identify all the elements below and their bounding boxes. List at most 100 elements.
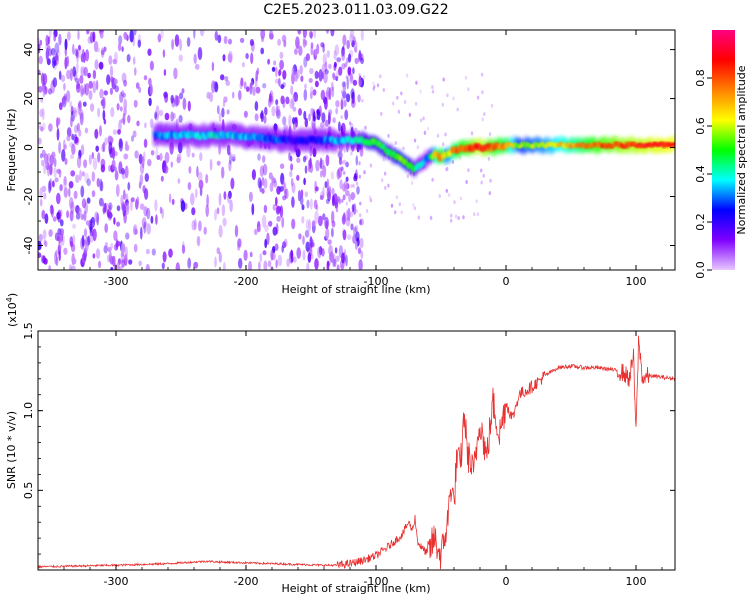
spectrogram-noise-speck (257, 153, 261, 161)
spectrogram-noise-speck (305, 53, 310, 62)
spectrogram-noise-speck (63, 187, 68, 198)
spectrogram-noise-speck (260, 110, 264, 123)
spectrogram-noise-speck (382, 88, 385, 92)
spectrogram-noise-speck (277, 254, 283, 267)
spectrogram-noise-speck (85, 220, 90, 226)
spectrogram-noise-speck (302, 156, 307, 163)
spectrogram-noise-speck (341, 252, 345, 264)
spectrogram-noise-speck (335, 255, 340, 262)
spectrogram-noise-speck (191, 207, 196, 216)
spectrogram-noise-speck (38, 43, 41, 51)
spectrogram-noise-speck (296, 247, 302, 259)
spectrogram-noise-speck (429, 215, 433, 220)
spectrogram-noise-speck (453, 200, 456, 205)
spectrogram-noise-speck (348, 121, 352, 126)
snr-plot-area (38, 331, 675, 570)
spectrogram-noise-speck (262, 83, 267, 89)
spectrogram-noise-speck (269, 92, 272, 103)
spectrogram-noise-speck (313, 30, 316, 39)
spectrogram-noise-speck (295, 96, 298, 102)
spectrogram-noise-speck (179, 92, 184, 100)
snr-x-tick-label: 0 (503, 575, 510, 588)
spectrogram-noise-speck (365, 209, 369, 213)
spectrogram-noise-speck (315, 159, 320, 172)
spectrogram-noise-speck (343, 99, 347, 108)
spectrogram-noise-speck (354, 225, 359, 233)
spectrogram-noise-speck (95, 145, 99, 152)
spectrogram-noise-speck (262, 155, 266, 164)
snr-frame (37, 330, 676, 571)
spectrogram-noise-speck (116, 103, 120, 111)
spectrogram-noise-speck (397, 109, 401, 114)
spectrogram-noise-speck (116, 262, 120, 270)
spectrogram-noise-speck (108, 164, 112, 172)
snr-series-layer (38, 335, 675, 570)
spectrogram-noise-speck (99, 31, 104, 39)
spectrogram-noise-speck (106, 254, 111, 263)
snr-x-tick-label: 100 (626, 575, 647, 588)
spectrogram-noise-speck (130, 197, 135, 203)
spectrogram-noise-speck (292, 106, 297, 112)
spectrogram-noise-speck (106, 74, 111, 85)
spectrogram-noise-speck (275, 105, 279, 117)
spectrogram-noise-speck (416, 145, 420, 150)
spectrogram-noise-speck (89, 31, 95, 44)
spectrogram-noise-speck (55, 249, 58, 259)
spectrogram-noise-speck (302, 30, 307, 38)
spectrogram-noise-speck (209, 91, 214, 103)
spectrogram-noise-speck (178, 54, 183, 62)
spectrogram-noise-speck (127, 114, 131, 124)
spectrogram-noise-speck (223, 191, 227, 200)
spectrogram-noise-speck (314, 80, 319, 88)
spectrogram-noise-speck (143, 206, 148, 217)
spectrogram-noise-speck (226, 193, 231, 204)
spectrogram-noise-speck (444, 132, 447, 137)
spectrogram-noise-speck (223, 96, 228, 103)
spectrogram-noise-speck (266, 232, 270, 245)
spectrogram-noise-speck (100, 49, 105, 55)
spectrogram-noise-speck (279, 163, 285, 169)
spectrogram-noise-speck (80, 115, 84, 122)
spectrogram-noise-speck (100, 158, 106, 169)
spectrogram-noise-speck (168, 193, 172, 204)
spectrogram-noise-speck (113, 78, 118, 85)
spectrogram-noise-speck (269, 90, 274, 103)
spectrogram-noise-speck (76, 83, 81, 93)
spectrogram-noise-speck (205, 173, 209, 184)
snr-x-axis-label: Height of straight line (km) (281, 582, 430, 595)
spectrogram-noise-speck (261, 214, 267, 228)
spectrogram-noise-speck (80, 84, 84, 97)
spectrogram-noise-speck (138, 181, 142, 189)
spectrogram-noise-speck (116, 221, 121, 227)
spectrogram-noise-speck (74, 124, 79, 134)
spectrogram-noise-speck (291, 66, 295, 77)
spectrogram-noise-speck (98, 61, 104, 70)
spectrogram-noise-speck (262, 250, 267, 256)
spectrogram-noise-speck (250, 52, 254, 65)
spectrogram-noise-speck (69, 154, 75, 160)
spectrogram-noise-speck (279, 59, 284, 70)
spectrogram-noise-speck (63, 175, 67, 186)
spectrogram-noise-speck (45, 47, 50, 60)
spectrogram-noise-speck (340, 160, 343, 165)
spectrogram-noise-speck (349, 75, 354, 84)
spectrogram-noise-speck (63, 139, 66, 151)
spectrogram-noise-speck (42, 86, 46, 98)
spectrogram-noise-speck (304, 83, 307, 90)
spectrogram-noise-speck (46, 152, 51, 165)
spectrogram-noise-speck (121, 90, 125, 97)
spectrogram-noise-speck (121, 259, 126, 268)
spectrogram-noise-speck (353, 127, 358, 133)
spectrogram-noise-speck (143, 75, 148, 81)
spectrogram-noise-speck (58, 169, 62, 178)
spectrogram-noise-speck (41, 159, 45, 167)
spectrogram-noise-speck (157, 33, 162, 43)
spectrogram-noise-speck (191, 220, 196, 231)
spectrogram-noise-speck (71, 133, 75, 141)
spectrogram-noise-speck (110, 242, 114, 249)
spectrogram-noise-speck (328, 63, 332, 70)
spectrogram-noise-speck (351, 98, 356, 108)
spectrogram-noise-speck (51, 56, 56, 69)
spectrogram-noise-speck (358, 161, 361, 166)
